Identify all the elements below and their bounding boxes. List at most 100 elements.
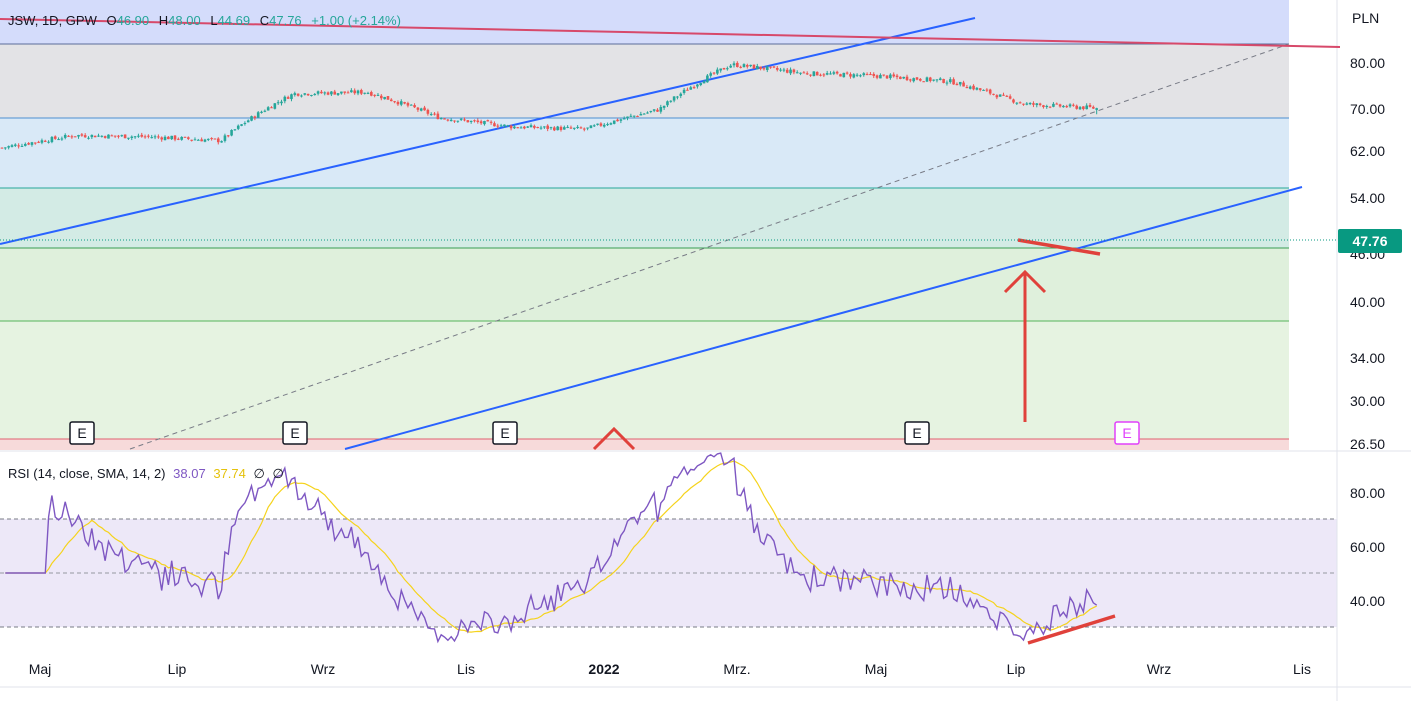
candle-body xyxy=(419,108,423,111)
candle-body xyxy=(642,113,646,115)
candle-body xyxy=(456,120,460,122)
candle-body xyxy=(53,136,57,139)
candle-body xyxy=(300,95,303,97)
earnings-markers[interactable]: E E E E E xyxy=(69,421,1140,445)
candle-body xyxy=(799,72,802,74)
candle-body xyxy=(370,92,373,96)
candle-body xyxy=(200,139,203,142)
candle-body xyxy=(253,116,257,118)
candle-body xyxy=(563,127,566,130)
candle-body xyxy=(948,79,952,83)
candle-body xyxy=(57,139,60,141)
candle-body xyxy=(416,107,420,110)
candle-body xyxy=(1082,106,1085,110)
candle-body xyxy=(862,73,866,76)
candle-body xyxy=(855,74,859,76)
time-tick: Maj xyxy=(865,661,888,677)
time-tick: Wrz xyxy=(311,661,336,677)
candle-body xyxy=(473,120,476,122)
candle-body xyxy=(905,76,909,81)
svg-text:E: E xyxy=(1122,425,1131,441)
earnings-marker: E xyxy=(904,421,930,445)
candle-body xyxy=(785,69,789,73)
drawings[interactable] xyxy=(0,17,1341,645)
open-value: 46.90 xyxy=(117,13,150,28)
candle-body xyxy=(276,102,280,104)
candle-body xyxy=(676,96,679,98)
last-price-badge-text: 47.76 xyxy=(1352,233,1387,249)
candle-body xyxy=(17,145,20,147)
candle-body xyxy=(93,135,97,138)
candle-body xyxy=(792,69,796,73)
candle-body xyxy=(409,104,413,106)
rsi-axis[interactable]: 80.00 60.00 40.00 xyxy=(1350,485,1385,609)
candle-body xyxy=(30,142,34,145)
zone-teal xyxy=(0,188,1289,248)
candle-body xyxy=(875,75,879,78)
candle-body xyxy=(909,79,912,81)
candle-body xyxy=(646,112,649,114)
candle-body xyxy=(70,136,74,138)
candle-body xyxy=(988,89,992,94)
candle-body xyxy=(729,65,732,68)
candle-body xyxy=(945,82,949,84)
candle-body xyxy=(167,136,170,140)
time-tick: Lip xyxy=(1007,661,1026,677)
candle-body xyxy=(523,126,526,129)
candle-body xyxy=(1018,102,1022,104)
price-tick: 80.00 xyxy=(1350,55,1385,71)
candle-body xyxy=(842,72,846,78)
earnings-marker: E xyxy=(282,421,308,445)
close-label: C xyxy=(260,13,269,28)
candle-body xyxy=(110,135,114,137)
candle-body xyxy=(889,74,892,79)
zone-green xyxy=(0,248,1289,321)
candle-body xyxy=(1075,105,1079,109)
candle-body xyxy=(1055,103,1059,105)
candle-body xyxy=(190,139,193,141)
time-tick: Mrz. xyxy=(723,661,750,677)
candle-body xyxy=(779,69,782,71)
candle-body xyxy=(183,136,187,138)
candle-body xyxy=(479,121,483,124)
candle-body xyxy=(443,118,446,120)
time-axis[interactable]: Maj Lip Wrz Lis 2022 Mrz. Maj Lip Wrz Li… xyxy=(29,661,1311,677)
candle-body xyxy=(373,94,376,96)
support-red-line xyxy=(1017,238,1101,256)
rsi-ma-value: 37.74 xyxy=(213,466,246,481)
candle-body xyxy=(43,140,47,142)
candle-body xyxy=(103,136,107,138)
candle-body xyxy=(73,136,77,138)
zone-light-green xyxy=(0,321,1289,439)
candle-body xyxy=(839,74,842,77)
zone-bottom-red xyxy=(0,439,1289,450)
candle-body xyxy=(143,136,147,138)
candle-body xyxy=(496,125,500,127)
candle-body xyxy=(546,125,549,129)
open-label: O xyxy=(106,13,116,28)
candle-body xyxy=(236,125,240,129)
candle-body xyxy=(892,74,896,77)
candle-body xyxy=(669,100,673,102)
candle-body xyxy=(426,109,430,114)
candle-body xyxy=(340,91,343,94)
candle-body xyxy=(290,94,293,100)
candle-body xyxy=(915,77,919,80)
candle-body xyxy=(569,127,573,129)
candle-body xyxy=(739,66,742,68)
zone-lines xyxy=(0,43,1289,440)
candle-body xyxy=(885,75,889,79)
candle-body xyxy=(130,136,134,138)
time-tick: Maj xyxy=(29,661,52,677)
candle-body xyxy=(656,109,659,112)
price-axis[interactable]: PLN 80.00 70.00 62.00 54.00 46.00 40.00 … xyxy=(1338,10,1402,452)
candle-body xyxy=(170,135,173,140)
price-tick: 54.00 xyxy=(1350,190,1385,206)
candle-body xyxy=(10,145,14,147)
resistance-line xyxy=(0,18,1341,48)
candle-body xyxy=(333,91,337,95)
candle-body xyxy=(1065,106,1069,108)
candle-body xyxy=(393,101,396,103)
candle-body xyxy=(1038,103,1042,105)
